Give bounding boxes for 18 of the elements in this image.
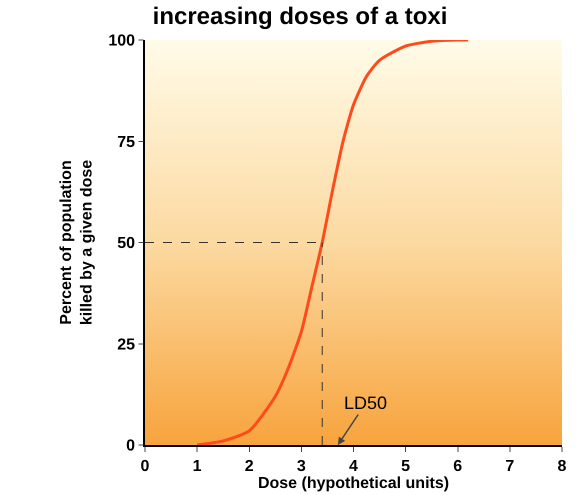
- y-axis-title: Percent of population killed by a given dose: [58, 160, 96, 326]
- y-tick-label: 25: [117, 336, 136, 354]
- x-tick-label: 6: [453, 458, 462, 475]
- y-tick-label: 100: [108, 32, 136, 50]
- chart-title: increasing doses of a toxi: [152, 3, 448, 30]
- x-tick-label: 8: [558, 458, 567, 475]
- x-tick-label: 7: [505, 458, 514, 475]
- x-tick-label: 5: [401, 458, 410, 475]
- x-tick-label: 0: [140, 458, 150, 475]
- y-tick-label: 75: [117, 134, 136, 151]
- x-tick-label: 2: [244, 458, 254, 475]
- x-axis-title: Dose (hypothetical units): [258, 474, 450, 492]
- x-tick-label: 3: [296, 458, 306, 475]
- y-tick-label: 0: [126, 438, 136, 455]
- x-tick-label: 1: [192, 458, 202, 475]
- annotation: LD50: [344, 393, 388, 413]
- y-tick-label: 50: [117, 235, 136, 252]
- x-tick-label: 4: [349, 458, 358, 475]
